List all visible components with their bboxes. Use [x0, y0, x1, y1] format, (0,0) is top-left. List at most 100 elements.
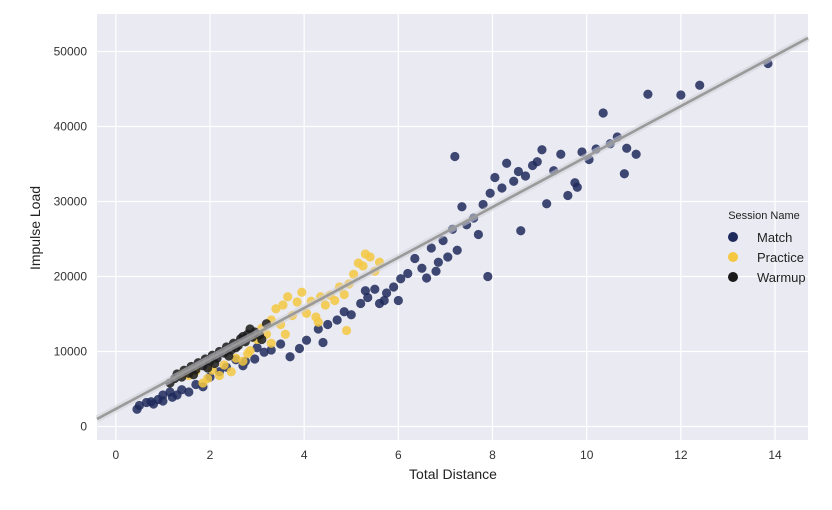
regression-line [96, 36, 809, 421]
data-point [243, 349, 253, 359]
data-point [210, 358, 220, 369]
data-point [516, 226, 526, 236]
data-point [339, 307, 349, 317]
data-point [365, 252, 375, 262]
data-point [426, 243, 436, 253]
data-point [403, 268, 413, 279]
x-tick-label: 6 [395, 448, 402, 462]
x-tick-label: 12 [674, 448, 688, 462]
data-point [532, 157, 542, 167]
data-point [259, 347, 269, 357]
data-point [393, 295, 403, 306]
data-point [245, 324, 255, 334]
x-tick-label: 2 [207, 448, 214, 462]
legend-label-match: Match [757, 230, 792, 245]
data-point [257, 334, 267, 345]
x-tick-label: 0 [112, 448, 119, 462]
data-point [283, 292, 293, 302]
x-tick-label: 4 [301, 448, 308, 462]
data-point [214, 370, 225, 381]
y-tick-label: 20000 [54, 270, 88, 284]
x-tick-label: 8 [489, 448, 496, 462]
data-point [622, 143, 632, 153]
data-point [370, 284, 380, 294]
data-point [341, 325, 352, 336]
data-point [417, 263, 427, 273]
y-tick-label: 50000 [54, 45, 88, 59]
data-point [318, 337, 328, 348]
data-point [396, 274, 406, 284]
data-point [134, 400, 144, 411]
data-point [676, 90, 686, 100]
data-point [452, 245, 462, 255]
data-point [389, 282, 399, 292]
legend-label-warmup: Warmup [757, 270, 806, 285]
data-point [502, 158, 512, 168]
data-point [422, 273, 432, 283]
data-point [598, 108, 608, 118]
data-point [224, 351, 234, 361]
x-tick-label: 14 [768, 448, 782, 462]
data-point [443, 252, 453, 262]
data-point [450, 151, 460, 162]
data-point [250, 354, 260, 364]
data-point [563, 190, 573, 201]
data-point [203, 363, 213, 373]
legend-marker-warmup [728, 272, 738, 282]
data-point [231, 353, 241, 363]
data-point [695, 80, 705, 90]
data-point [410, 253, 420, 264]
data-point [431, 266, 441, 276]
data-point [158, 390, 168, 400]
data-point [226, 367, 236, 377]
legend-title: Session Name [728, 210, 800, 222]
y-tick-label: 10000 [54, 345, 88, 359]
y-axis-label: Impulse Load [27, 186, 43, 270]
x-axis-label: Total Distance [409, 466, 497, 482]
data-point [332, 315, 342, 325]
data-point [513, 166, 524, 177]
data-point [266, 338, 276, 348]
data-point [643, 89, 653, 99]
data-point [252, 343, 262, 353]
data-point [381, 288, 392, 298]
data-point [297, 287, 307, 297]
data-point [292, 297, 302, 307]
data-point [485, 188, 495, 198]
regression-line-group [95, 34, 810, 423]
y-tick-label: 40000 [54, 120, 88, 134]
data-point [184, 387, 194, 397]
x-tick-labels: 0 2 4 6 8 10 12 14 [112, 448, 782, 462]
data-point [191, 379, 201, 390]
data-point [271, 304, 281, 314]
x-tick-label: 10 [580, 448, 594, 462]
data-point [339, 289, 349, 300]
data-point [203, 373, 213, 384]
grid-lines [97, 14, 808, 440]
y-tick-label: 30000 [54, 195, 88, 209]
legend-marker-practice [728, 252, 738, 262]
data-point [266, 345, 276, 355]
data-point [537, 145, 547, 155]
data-point [356, 298, 366, 309]
data-point [358, 261, 368, 271]
data-point [497, 183, 507, 193]
legend-label-practice: Practice [757, 250, 804, 265]
data-point [379, 295, 389, 306]
data-point [219, 360, 229, 370]
data-point [542, 199, 552, 209]
y-tick-labels: 0 10000 20000 30000 40000 50000 [54, 45, 88, 434]
data-point [301, 335, 312, 345]
data-point [294, 343, 305, 354]
data-point [619, 169, 629, 179]
data-point [285, 352, 295, 362]
data-point [276, 339, 286, 349]
data-point [346, 310, 356, 320]
data-point [238, 356, 248, 366]
data-point [177, 385, 187, 395]
data-point [323, 319, 333, 330]
data-point [473, 229, 483, 240]
data-point [278, 300, 288, 310]
data-point [572, 182, 582, 192]
